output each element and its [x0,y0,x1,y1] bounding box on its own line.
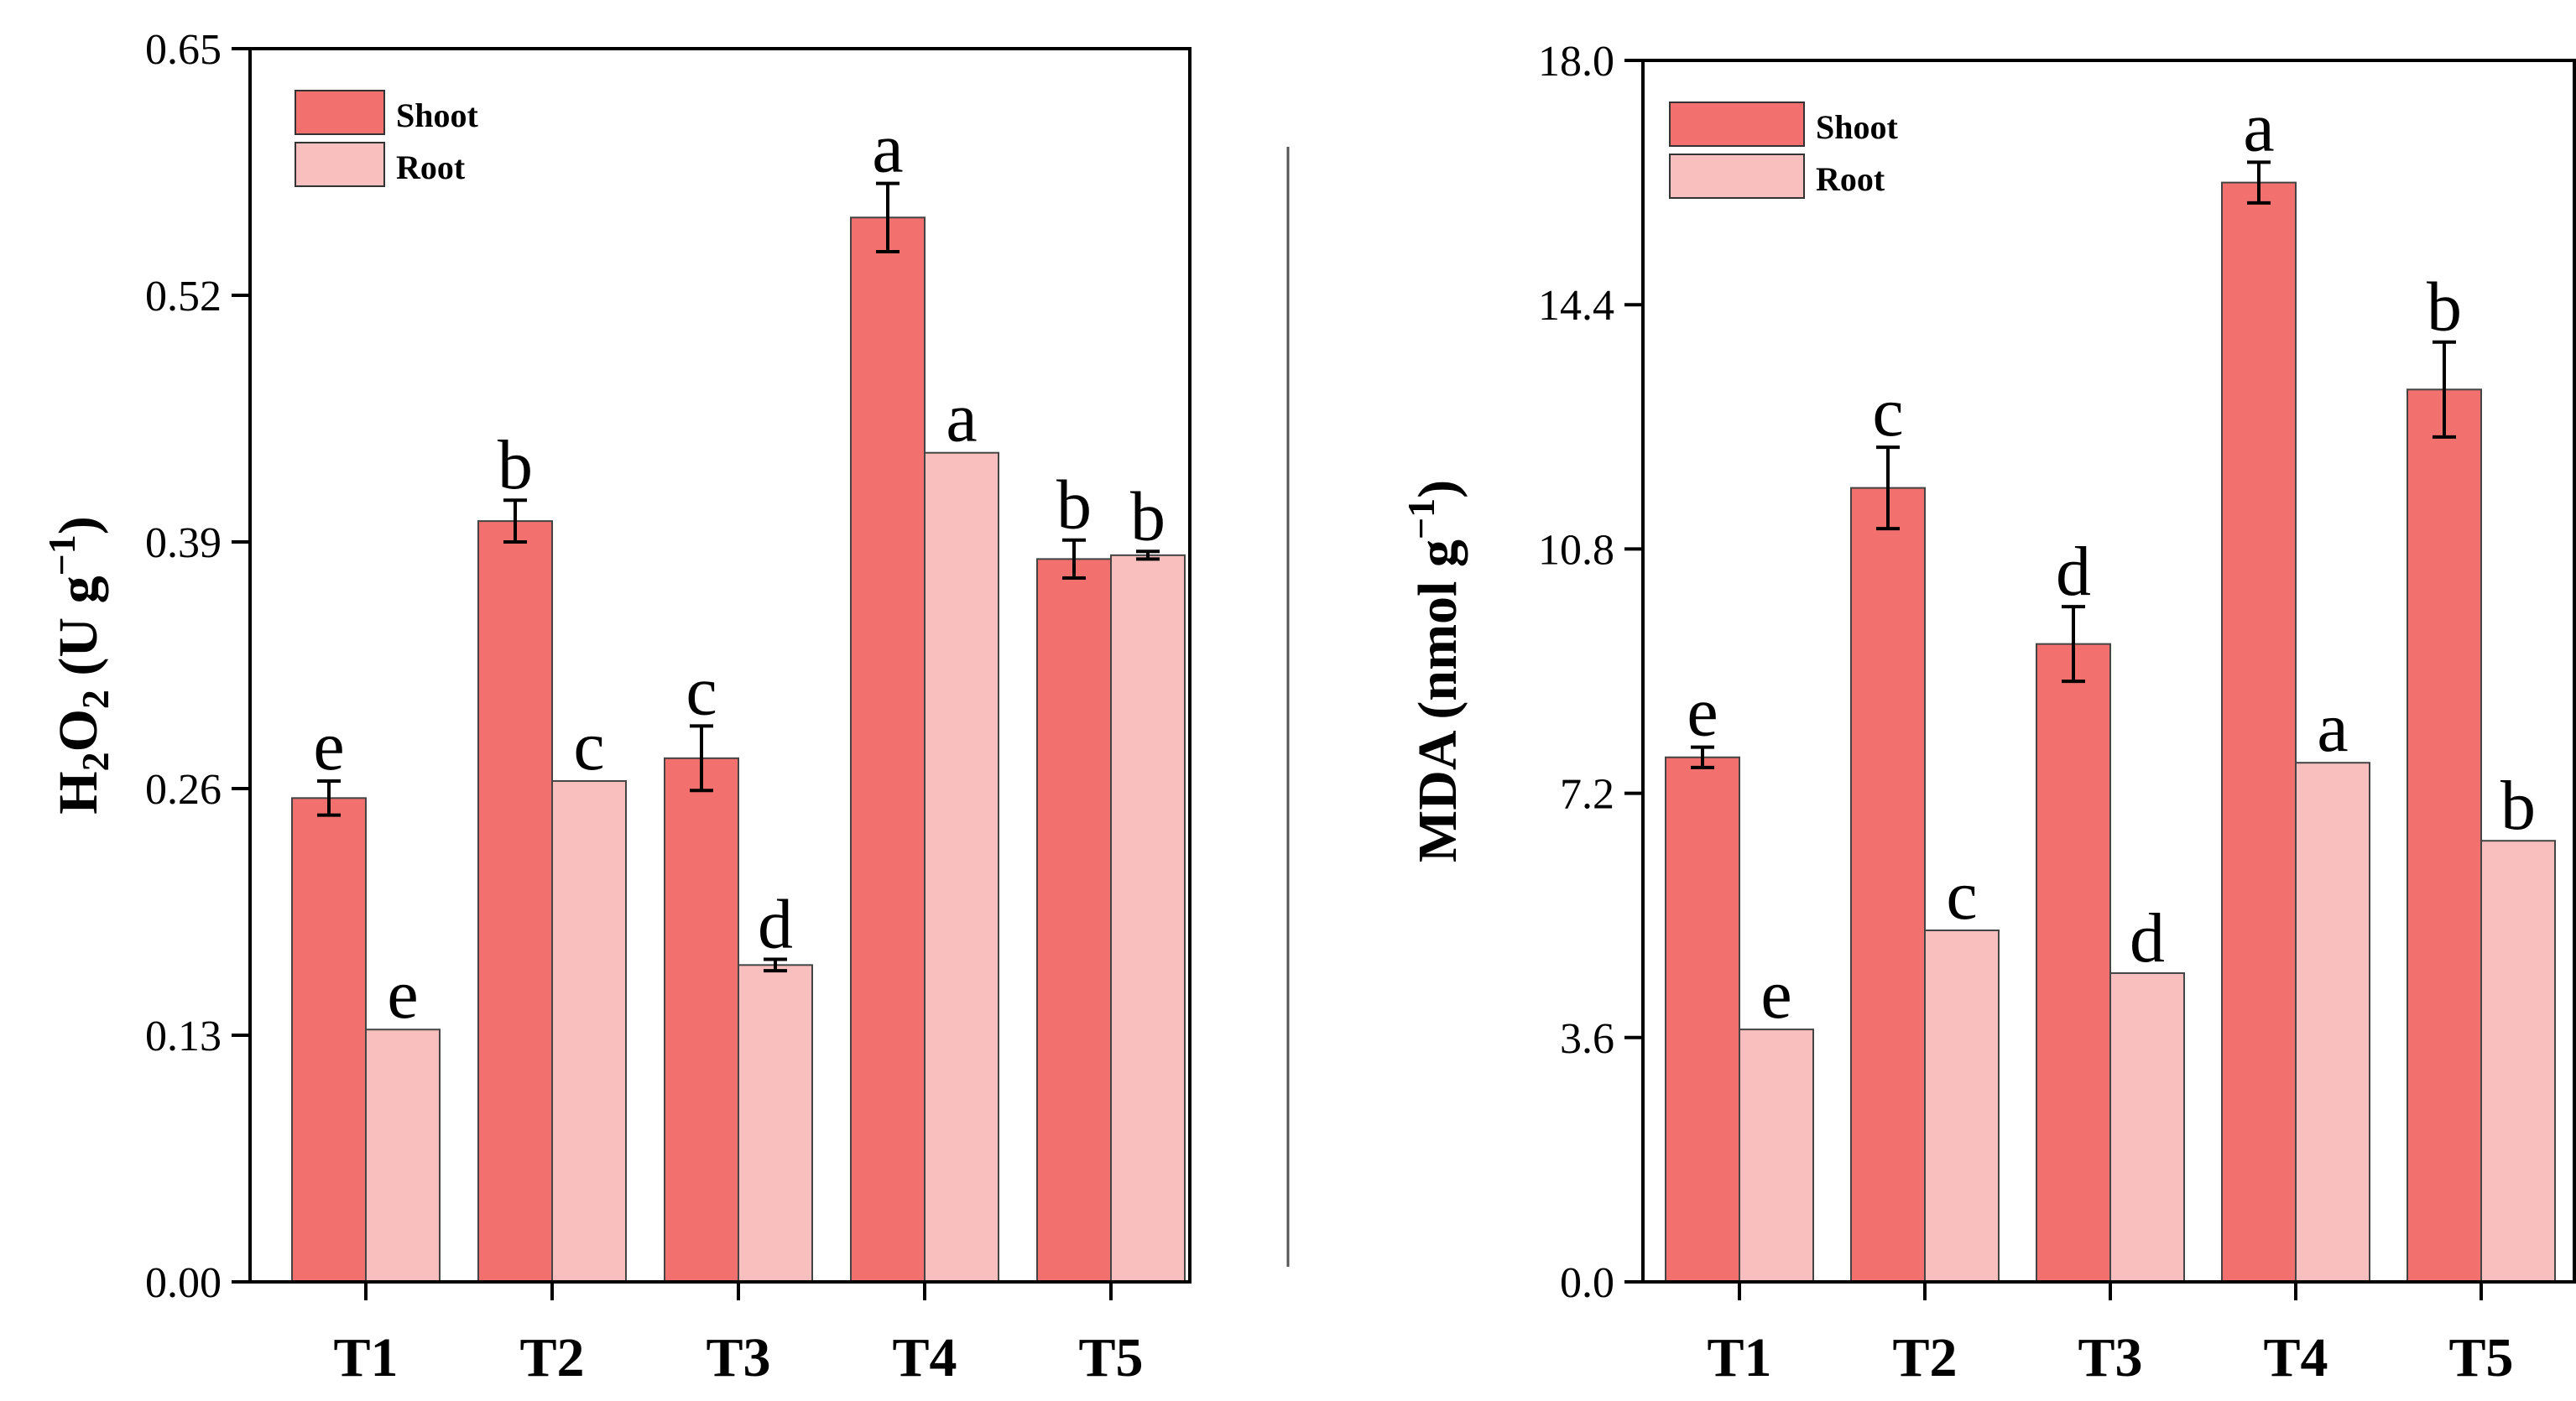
mda-y-tick-label: 7.2 [1560,771,1614,819]
h2o2-significance-letter: a [946,379,977,457]
mda-bar-root [2480,840,2556,1283]
mda-significance-letter: b [2427,268,2462,346]
mda-significance-letter: a [2243,88,2274,166]
h2o2-bar-shoot [664,757,739,1283]
h2o2-significance-letter: d [758,886,793,964]
h2o2-y-ticks: 0.00 0.13 0.26 0.39 0.52 0.65 [145,26,250,1307]
mda-y-ticks: 0.0 3.6 7.2 10.8 14.4 18.0 [1538,38,1643,1307]
legend-swatch-root [1669,154,1805,199]
mda-y-tick-label: 3.6 [1560,1015,1614,1063]
h2o2-bar-root [551,779,627,1283]
h2o2-significance-letter: b [498,426,533,504]
h2o2-x-tick-label: T1 [333,1327,398,1388]
mda-x-tick-label: T1 [1707,1327,1771,1388]
h2o2-significance-letter: e [387,956,418,1034]
mda-x-tick-label: T2 [1892,1327,1957,1388]
mda-bar-shoot [1665,756,1740,1283]
h2o2-significance-letter: e [313,707,344,785]
h2o2-bar-shoot [291,797,367,1283]
h2o2-significance-letter: c [573,707,604,785]
h2o2-bar-root [1110,554,1186,1283]
mda-y-tick-label: 14.4 [1538,282,1614,330]
mda-legend: Shoot Root [1669,102,1898,199]
legend-swatch-shoot [295,90,385,135]
mda-bar-root [1739,1029,1814,1284]
mda-bar-shoot [2036,643,2111,1283]
h2o2-bar-shoot [850,216,926,1283]
h2o2-bar-shoot [1036,558,1112,1283]
mda-significance-letter: e [1760,956,1791,1034]
h2o2-y-tick-label: 0.26 [145,766,222,814]
h2o2-x-tick-label: T2 [519,1327,584,1388]
legend-label-root: Root [1816,160,1885,198]
mda-bars: e e c c d d a a b b [1665,88,2556,1284]
mda-significance-letter: b [2500,767,2536,845]
mda-significance-letter: d [2130,899,2165,977]
h2o2-y-tick-label: 0.00 [145,1259,222,1307]
h2o2-x-tick-label: T5 [1078,1327,1143,1388]
mda-y-axis-title: MDA (nmol g−1) [1400,480,1468,862]
h2o2-significance-letter: c [686,652,717,730]
mda-y-tick-label: 18.0 [1538,38,1614,86]
mda-x-tick-label: T3 [2078,1327,2142,1388]
h2o2-plot-frame [248,47,1192,1284]
legend-label-shoot: Shoot [1816,108,1898,146]
h2o2-y-axis-title: H2O2 (U g−1) [40,516,117,815]
h2o2-significance-letter: b [1130,477,1165,555]
mda-y-tick-label: 10.8 [1538,526,1614,574]
legend-swatch-shoot [1669,102,1805,147]
mda-y-tick-label: 0.0 [1560,1259,1614,1307]
legend-label-root: Root [396,148,466,186]
h2o2-bar-shoot [477,520,553,1283]
legend-swatch-root [295,142,385,187]
h2o2-y-tick-label: 0.39 [145,519,222,567]
legend-label-shoot: Shoot [396,96,478,134]
h2o2-x-ticks: T1 T2 T3 T4 T5 [333,1282,1144,1388]
mda-significance-letter: e [1687,674,1718,752]
mda-bar-root [2109,971,2185,1283]
h2o2-bar-root [365,1029,441,1283]
mda-significance-letter: c [1872,373,1903,451]
mda-x-tick-label: T5 [2448,1327,2513,1388]
mda-x-tick-label: T4 [2263,1327,2328,1388]
h2o2-significance-letter: b [1056,466,1092,544]
h2o2-y-tick-label: 0.13 [145,1013,222,1060]
mda-significance-letter: c [1946,857,1977,935]
mda-significance-letter: d [2056,533,2091,611]
h2o2-bar-root [924,451,999,1283]
mda-bar-root [2295,762,2370,1283]
h2o2-legend: Shoot Root [295,90,478,187]
mda-significance-letter: a [2317,689,2348,767]
mda-bar-root [1924,929,2000,1284]
h2o2-x-tick-label: T4 [892,1327,957,1388]
mda-x-ticks: T1 T2 T3 T4 T5 [1707,1282,2514,1388]
h2o2-y-tick-label: 0.65 [145,26,222,74]
mda-bar-shoot [2407,388,2482,1283]
h2o2-bar-root [738,964,813,1284]
h2o2-x-tick-label: T3 [706,1327,770,1388]
mda-bar-shoot [1850,487,1926,1283]
mda-plot-frame [1641,59,2576,1284]
h2o2-significance-letter: a [872,110,903,188]
h2o2-y-tick-label: 0.52 [145,273,222,320]
mda-bar-shoot [2221,181,2297,1284]
